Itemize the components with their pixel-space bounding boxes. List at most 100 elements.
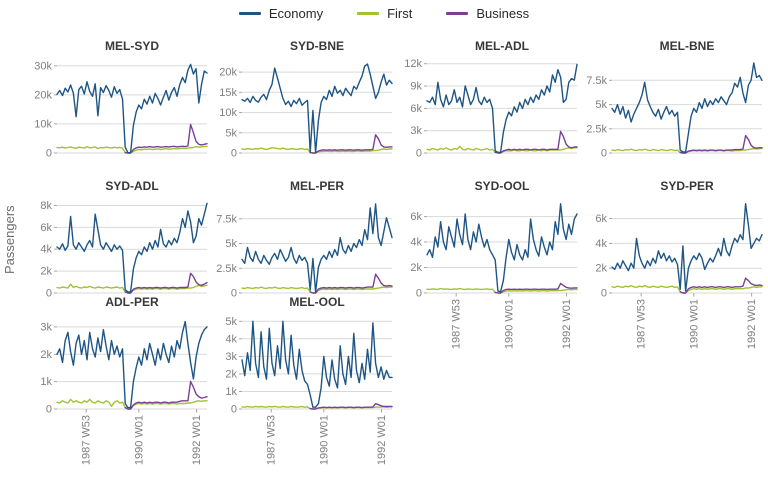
y-tick-label: 0 (601, 148, 607, 160)
y-tick-label: 3k (410, 125, 422, 137)
business-line (124, 380, 208, 410)
facet-mel-bne: MEL-BNE 0 2.5k 5k 7.5k (585, 38, 763, 160)
y-tick-label: 4k (595, 238, 607, 250)
y-tick-label: 30k (34, 60, 52, 72)
y-tick-label: 0 (46, 404, 52, 416)
y-tick-label: 10k (219, 107, 237, 119)
y-tick-label: 6k (410, 211, 422, 223)
economy-line (56, 63, 208, 154)
economy-line (611, 202, 763, 292)
x-tick-label: 1992 W01 (191, 415, 203, 465)
facet-title: MEL-BNE (659, 39, 715, 53)
y-tick-label: 5k (225, 316, 237, 328)
economy-line (426, 203, 578, 293)
y-tick-label: 3k (40, 321, 52, 333)
facet-mel-per: MEL-PER 0 2.5k 5k 7.5k (215, 178, 393, 300)
legend-item-economy: Economy (238, 6, 323, 21)
y-tick-label: 20k (219, 67, 237, 79)
y-tick-label: 6k (40, 222, 52, 234)
y-tick-label: 2.5k (216, 263, 237, 275)
business-line (679, 277, 763, 294)
y-tick-label: 20k (34, 89, 52, 101)
y-tick-label: 7.5k (216, 213, 237, 225)
y-tick-label: 0 (46, 288, 52, 300)
y-tick-label: 2k (225, 368, 237, 380)
y-tick-label: 5k (225, 127, 237, 139)
facet-panel: 0 1k 2k 3k 1987 W53 1990 W01 1992 W01 (40, 320, 208, 465)
x-tick-label: 1987 W53 (636, 299, 648, 349)
y-tick-label: 8k (40, 200, 52, 212)
y-tick-label: 0 (231, 404, 237, 416)
facet-mel-ool: MEL-OOL 0 1k 2k 3k 4k 5k 1987 W53 1990 W01 1992 W… (215, 294, 393, 480)
x-tick-label: 1990 W01 (503, 299, 515, 349)
facet-syd-per: SYD-PER 0 2k 4k 6k 1987 W53 1990 W01 1992 W01 (585, 178, 763, 368)
legend: Economy First Business (0, 6, 768, 21)
x-tick-label: 1992 W01 (746, 299, 758, 349)
facet-title: MEL-OOL (289, 295, 345, 309)
y-tick-label: 7.5k (586, 75, 607, 87)
x-tick-label: 1987 W53 (266, 415, 278, 465)
facet-title: SYD-PER (660, 179, 714, 193)
facet-panel: 0 2.5k 5k 7.5k (216, 203, 393, 300)
y-tick-label: 2k (40, 266, 52, 278)
y-tick-label: 10k (34, 118, 52, 130)
first-line-swatch-icon (357, 12, 380, 15)
y-tick-label: 0 (416, 148, 422, 160)
economy-line (56, 202, 208, 293)
business-line (494, 130, 578, 154)
facet-title: SYD-ADL (105, 179, 159, 193)
y-tick-label: 0 (231, 288, 237, 300)
y-tick-label: 4k (225, 333, 237, 345)
economy-line (241, 203, 393, 293)
facet-panel: 0 2k 4k 6k 1987 W53 1990 W01 1992 W01 (595, 202, 763, 349)
business-line-swatch-icon (446, 12, 469, 15)
facet-panel: 0 5k 10k 15k 20k (219, 63, 393, 160)
x-tick-label: 1990 W01 (318, 415, 330, 465)
economy-line (611, 62, 763, 153)
facet-title: SYD-OOL (474, 179, 530, 193)
facet-title: MEL-SYD (105, 39, 159, 53)
facet-panel: 0 3k 6k 9k 12k (404, 58, 578, 160)
x-tick-label: 1990 W01 (688, 299, 700, 349)
y-tick-label: 4k (40, 244, 52, 256)
economy-line (426, 63, 578, 154)
business-line (124, 272, 208, 294)
y-tick-label: 3k (225, 351, 237, 363)
business-line (309, 273, 393, 294)
y-tick-label: 9k (410, 81, 422, 93)
economy-line (241, 320, 393, 408)
economy-line-swatch-icon (238, 12, 261, 15)
facet-adl-per: ADL-PER 0 1k 2k 3k 1987 W53 1990 W01 1992 W01 (30, 294, 208, 480)
y-tick-label: 2k (40, 349, 52, 361)
business-line (124, 123, 208, 154)
facet-syd-ool: SYD-OOL 0 2k 4k 6k 1987 W53 1990 W01 1992 W01 (400, 178, 578, 368)
x-tick-label: 1992 W01 (376, 415, 388, 465)
legend-label-first: First (387, 6, 413, 21)
facet-syd-adl: SYD-ADL 0 2k 4k 6k 8k (30, 178, 208, 300)
facet-panel: 0 10k 20k 30k (34, 60, 208, 160)
x-tick-label: 1992 W01 (561, 299, 573, 349)
y-tick-label: 2k (595, 263, 607, 275)
facet-syd-bne: SYD-BNE 0 5k 10k 15k 20k (215, 38, 393, 160)
y-tick-label: 6k (595, 213, 607, 225)
business-line (679, 134, 763, 154)
economy-line (56, 320, 208, 409)
facet-title: MEL-PER (290, 179, 344, 193)
x-tick-label: 1987 W53 (81, 415, 93, 465)
y-tick-label: 12k (404, 58, 422, 70)
legend-item-first: First (357, 6, 412, 21)
x-tick-label: 1987 W53 (451, 299, 463, 349)
y-tick-label: 6k (410, 103, 422, 115)
facet-title: ADL-PER (105, 295, 159, 309)
business-line (309, 134, 393, 154)
business-line (309, 402, 393, 410)
y-tick-label: 0 (416, 288, 422, 300)
y-tick-label: 0 (601, 288, 607, 300)
y-tick-label: 2.5k (586, 123, 607, 135)
x-tick-label: 1990 W01 (133, 415, 145, 465)
business-line (494, 282, 578, 294)
y-axis-title: Passengers (2, 205, 17, 275)
economy-line (241, 63, 393, 153)
y-tick-label: 0 (46, 148, 52, 160)
